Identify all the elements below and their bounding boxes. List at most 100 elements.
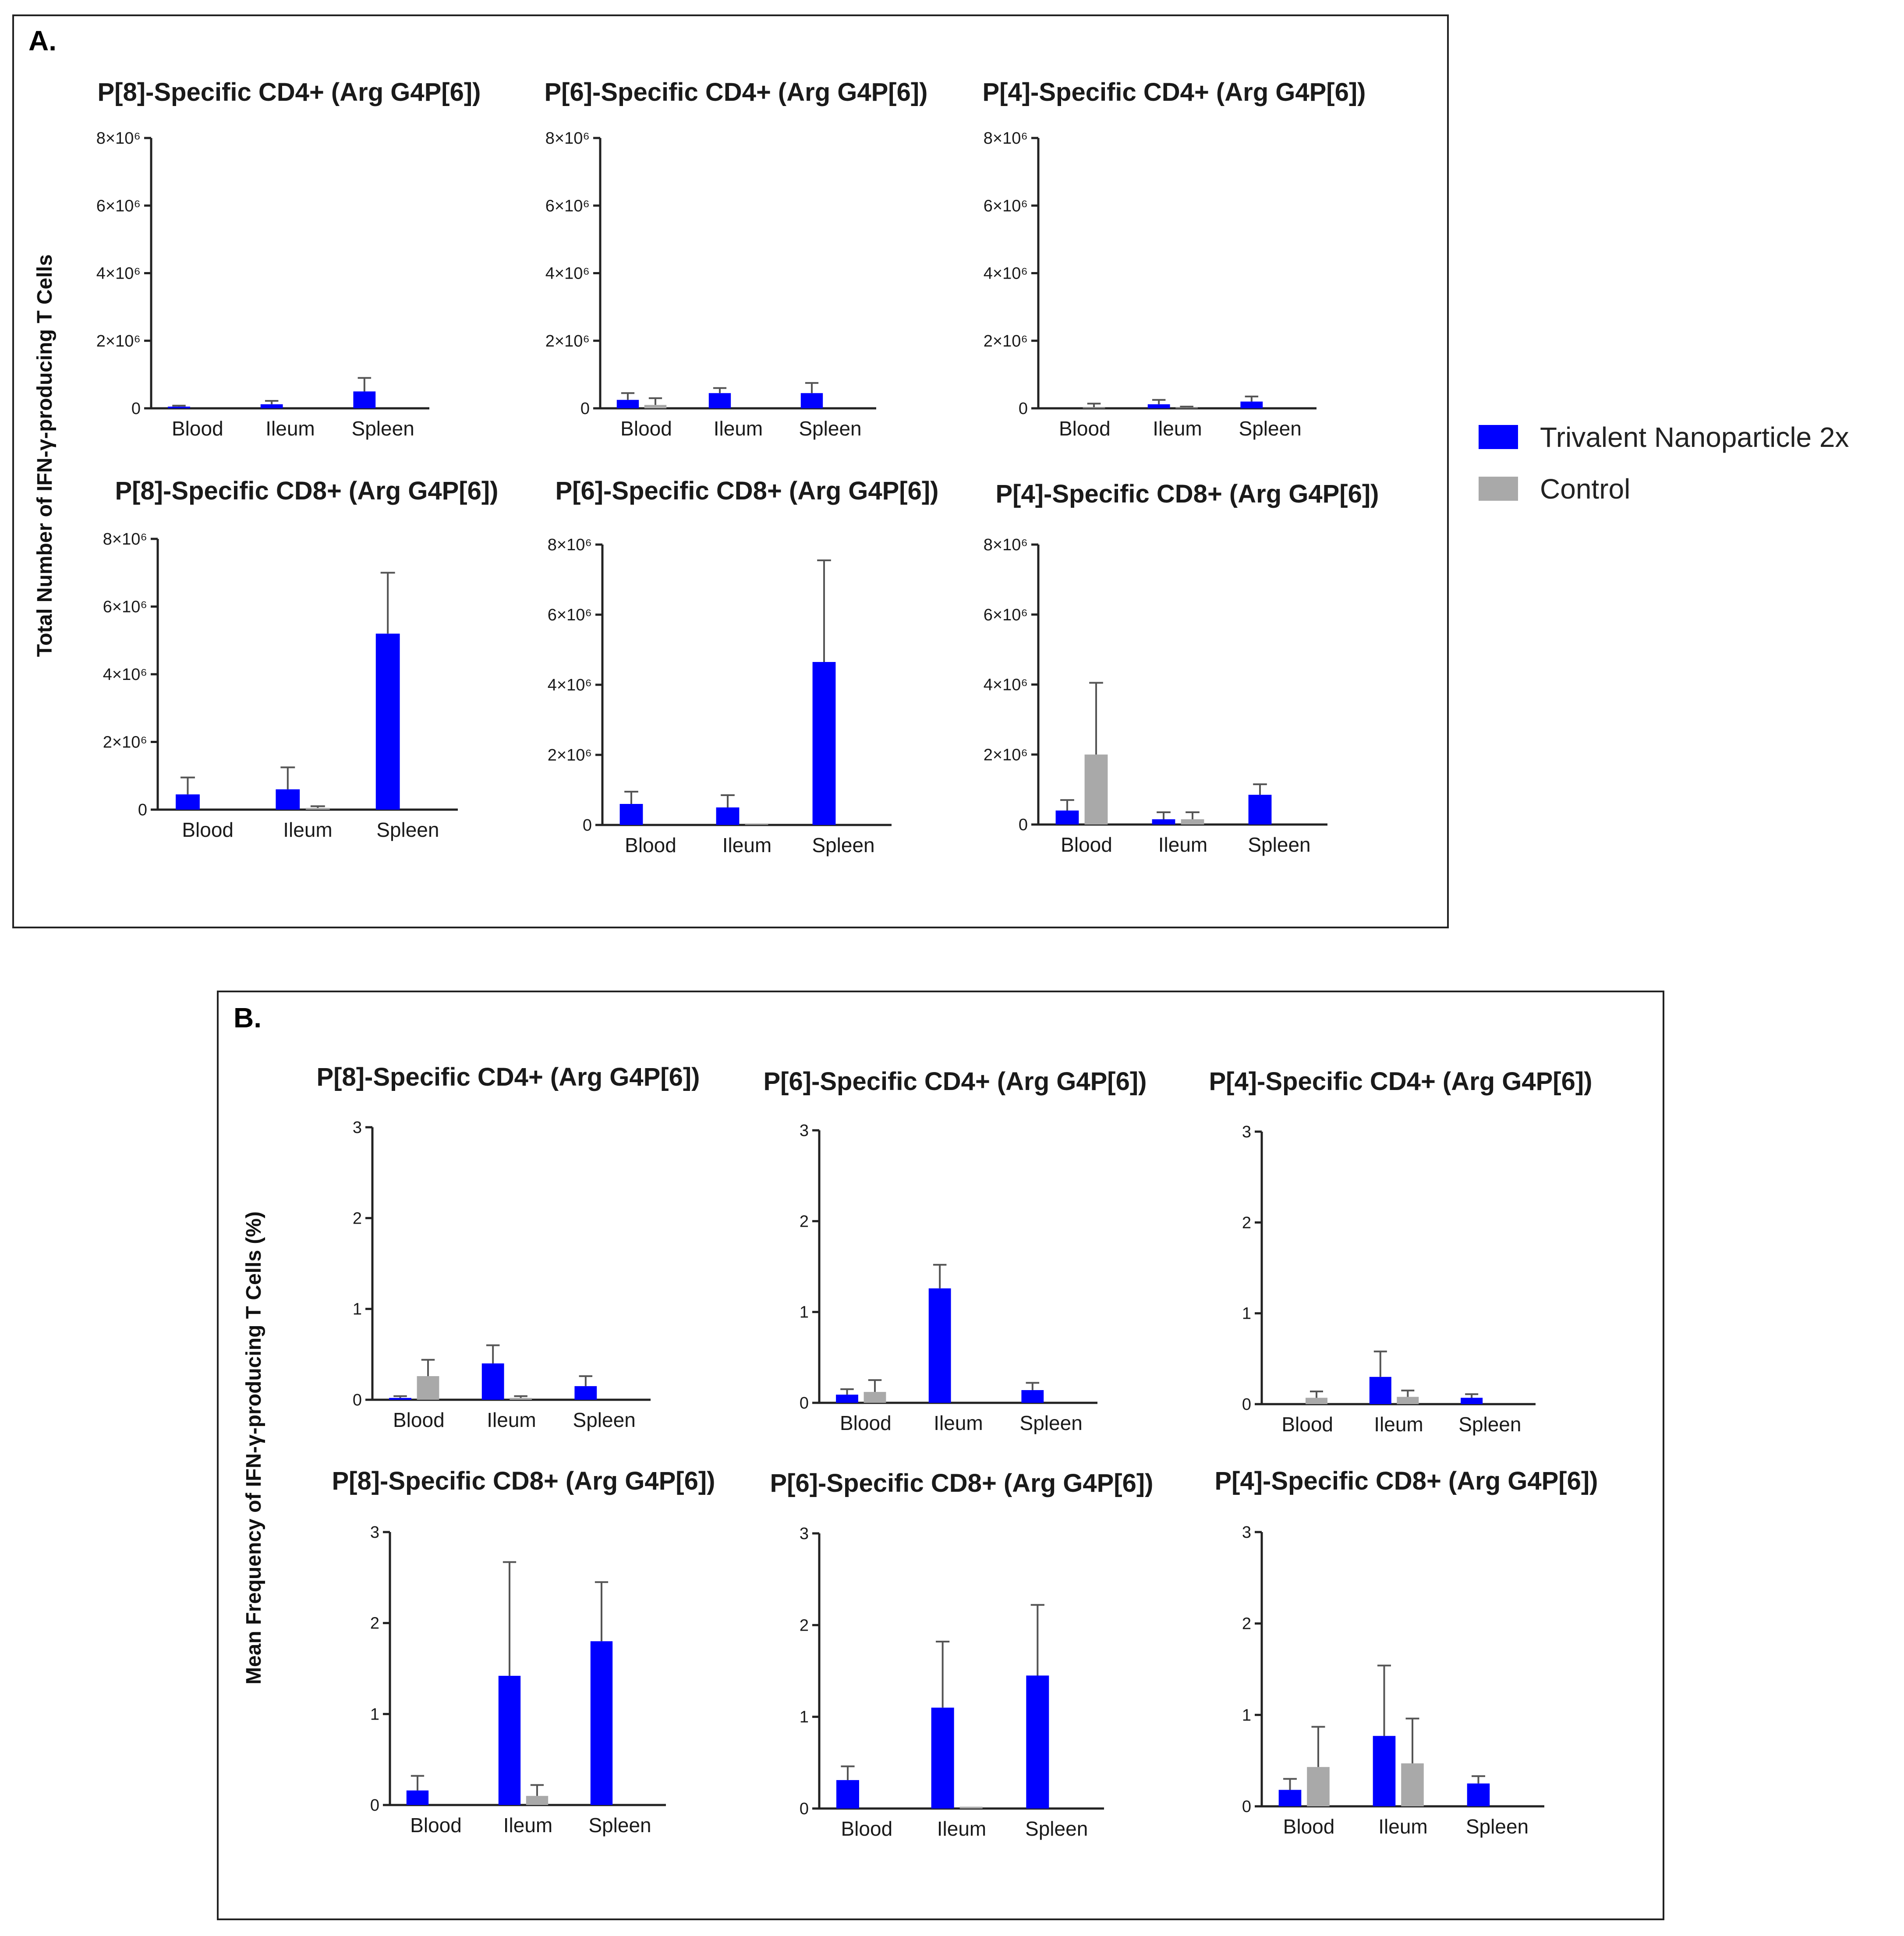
bar-control-blood [1307,1767,1330,1806]
legend-swatch-trivalent [1479,425,1518,449]
x-tick-label: Blood [410,1814,462,1837]
chart-7: P[8]-Specific CD4+ (Arg G4P[6]) 0 1 2 3 Blood… [316,1063,700,1431]
bar-trivalent-blood [836,1394,858,1403]
y-tick-label: 2 [370,1614,379,1633]
bar-trivalent-spleen [1021,1390,1044,1403]
bar-control-ileum [959,1806,983,1809]
x-tick-label: Ileum [283,818,332,841]
x-tick-label: Ileum [487,1409,536,1431]
bar-trivalent-ileum [1369,1377,1391,1404]
bar-trivalent-ileum [708,393,731,408]
y-tick-label: 2×10⁶ [984,746,1028,764]
bar-control-ileum [510,1398,532,1400]
y-tick-label: 3 [1242,1123,1251,1141]
bar-trivalent-spleen [574,1386,597,1400]
bar-trivalent-blood [168,407,190,408]
chart-title: P[4]-Specific CD8+ (Arg G4P[6]) [1214,1467,1598,1495]
bar-trivalent-blood [836,1780,859,1809]
x-tick-label: Ileum [937,1817,986,1840]
x-tick-label: Ileum [714,417,763,440]
y-tick-label: 8×10⁶ [103,530,147,549]
x-tick-label: Ileum [503,1814,552,1837]
y-tick-label: 2 [800,1212,809,1231]
legend-label-trivalent: Trivalent Nanoparticle 2x [1540,421,1849,453]
x-tick-label: Spleen [1248,833,1310,856]
bar-control-blood [644,405,667,408]
bar-trivalent-blood [619,804,643,825]
chart-4: P[8]-Specific CD8+ (Arg G4P[6]) 0 2×10⁶ 4×1… [103,477,499,841]
y-tick-label: 8×10⁶ [984,129,1028,148]
x-tick-label: Ileum [934,1412,983,1434]
y-tick-label: 0 [580,400,590,418]
bar-trivalent-spleen [812,662,836,825]
y-tick-label: 4×10⁶ [548,676,592,694]
x-tick-label: Blood [172,417,223,440]
chart-3: P[4]-Specific CD4+ (Arg G4P[6]) 0 2×10⁶ 4×1… [982,78,1366,440]
x-tick-label: Spleen [588,1814,651,1837]
bar-trivalent-ileum [1147,404,1170,408]
chart-2: P[6]-Specific CD4+ (Arg G4P[6]) 0 2×10⁶ 4×1… [544,78,927,440]
y-tick-label: 4×10⁶ [103,665,147,684]
legend-swatch-control [1479,477,1518,501]
x-tick-label: Spleen [1466,1815,1529,1838]
x-tick-label: Blood [1283,1815,1335,1838]
x-tick-label: Ileum [1378,1815,1427,1838]
chart-5: P[6]-Specific CD8+ (Arg G4P[6]) 0 2×10⁶ 4×1… [548,477,939,857]
chart-1: P[8]-Specific CD4+ (Arg G4P[6]) 0 2×10⁶ 4×1… [96,78,481,440]
x-tick-label: Blood [1059,417,1111,440]
y-tick-label: 6×10⁶ [548,606,592,624]
y-tick-label: 2 [800,1616,809,1635]
y-tick-label: 1 [370,1705,379,1724]
bar-trivalent-spleen [1026,1675,1049,1809]
bar-control-blood [1306,1398,1327,1404]
x-tick-label: Spleen [799,417,861,440]
chart-11: P[6]-Specific CD8+ (Arg G4P[6]) 0 1 2 3 Blood… [770,1469,1153,1840]
bar-trivalent-spleen [800,393,823,408]
bar-trivalent-ileum [931,1707,954,1809]
bar-trivalent-ileum [481,1363,504,1400]
y-tick-label: 0 [800,1800,809,1818]
bar-control-ileum [745,824,768,825]
y-tick-label: 6×10⁶ [984,197,1028,215]
x-tick-label: Ileum [1153,417,1202,440]
bar-trivalent-spleen [1248,795,1272,825]
y-tick-label: 8×10⁶ [548,536,592,554]
bar-trivalent-ileum [498,1676,521,1805]
y-tick-label: 0 [1019,816,1028,834]
panel-a-letter: A. [28,25,57,57]
y-tick-label: 3 [800,1525,809,1543]
y-tick-label: 6×10⁶ [984,606,1028,624]
chart-9: P[4]-Specific CD4+ (Arg G4P[6]) 0 1 2 3 Blood… [1209,1067,1592,1436]
x-tick-label: Ileum [265,417,315,440]
y-tick-label: 1 [1242,1305,1251,1323]
y-tick-label: 2×10⁶ [548,746,592,764]
y-tick-label: 4×10⁶ [96,265,141,283]
bar-control-ileum [1397,1397,1419,1404]
chart-10: P[8]-Specific CD8+ (Arg G4P[6]) 0 1 2 3 Blood… [332,1467,715,1837]
bar-control-ileum [305,808,330,810]
y-tick-label: 3 [1242,1523,1251,1542]
x-tick-label: Spleen [1239,417,1302,440]
y-tick-label: 0 [1242,1798,1251,1816]
chart-title: P[4]-Specific CD4+ (Arg G4P[6]) [1209,1067,1592,1096]
chart-title: P[6]-Specific CD8+ (Arg G4P[6]) [555,477,938,505]
y-tick-label: 8×10⁶ [545,129,590,148]
y-tick-label: 3 [800,1122,809,1140]
bar-trivalent-spleen [1240,401,1263,408]
bar-trivalent-blood [616,400,639,408]
chart-title: P[4]-Specific CD8+ (Arg G4P[6]) [995,480,1379,508]
bar-control-blood [417,1376,439,1400]
y-tick-label: 1 [800,1708,809,1727]
chart-6: P[4]-Specific CD8+ (Arg G4P[6]) 0 2×10⁶ 4×1… [984,480,1379,856]
bar-control-blood [1084,754,1108,825]
y-tick-label: 2×10⁶ [103,733,147,752]
x-tick-label: Spleen [812,834,874,857]
bar-trivalent-spleen [1467,1783,1490,1806]
bar-trivalent-ileum [928,1288,951,1403]
y-tick-label: 2×10⁶ [545,332,590,350]
x-tick-label: Blood [620,417,672,440]
x-tick-label: Spleen [573,1409,636,1431]
bar-control-blood [1083,407,1105,408]
bar-trivalent-spleen [1461,1398,1483,1404]
